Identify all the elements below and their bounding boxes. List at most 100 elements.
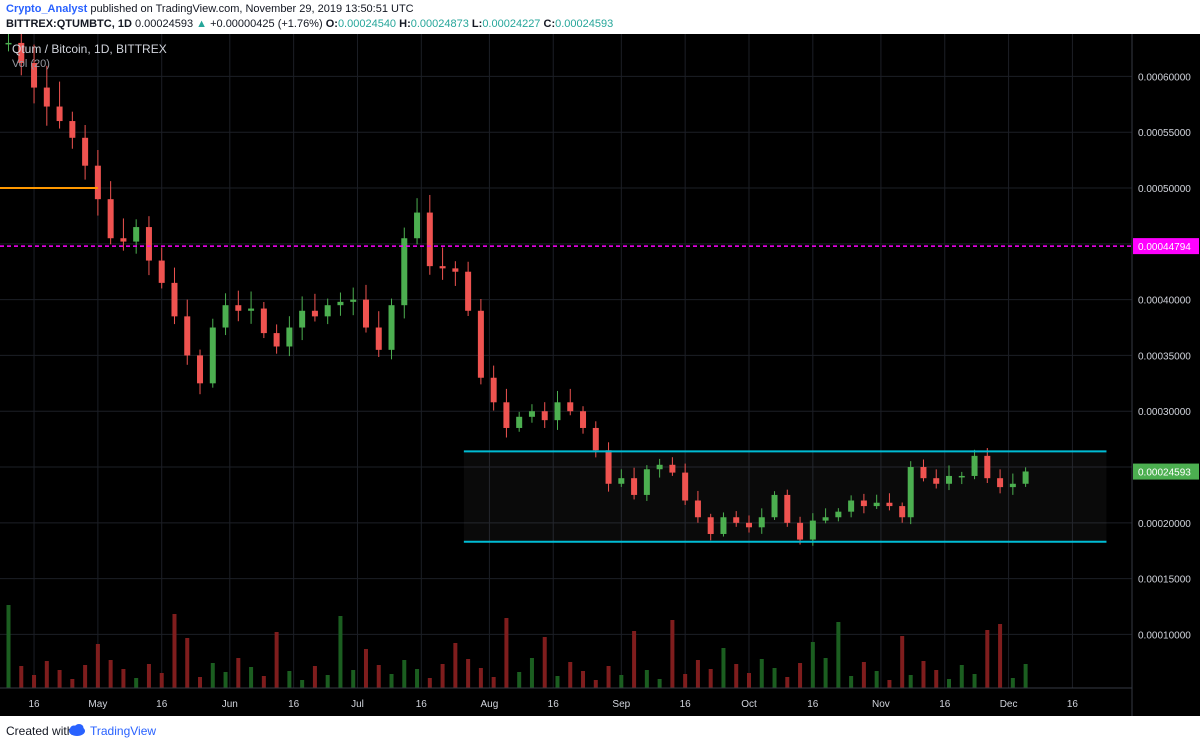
time-tick-label: Oct: [741, 699, 757, 710]
price-tick-label: 0.00060000: [1138, 72, 1191, 83]
candle-body: [31, 63, 38, 88]
volume-bar: [376, 665, 381, 688]
price-tick-label: 0.00050000: [1138, 184, 1191, 195]
open-value: 0.00024540: [337, 18, 397, 30]
time-tick-label: 16: [416, 699, 428, 710]
volume-bar: [798, 663, 803, 688]
volume-bar: [32, 675, 37, 688]
chart-background: [0, 34, 1200, 716]
candle-body: [541, 411, 548, 421]
candle-body: [209, 327, 216, 384]
candle-body: [324, 305, 331, 317]
volume-bar: [198, 677, 203, 688]
volume-bar: [606, 666, 611, 688]
candle-body: [694, 500, 701, 518]
volume-indicator-label[interactable]: Vol (20): [12, 58, 50, 70]
candle-body: [503, 402, 510, 428]
candle-body: [984, 455, 991, 479]
volume-bar: [287, 671, 292, 688]
author-link[interactable]: Crypto_Analyst: [6, 3, 88, 15]
volume-bar: [312, 666, 317, 688]
time-tick-label: 16: [1067, 699, 1079, 710]
candle-body: [656, 464, 663, 470]
candle-body: [848, 500, 855, 512]
volume-bar: [159, 673, 164, 688]
volume-bar: [959, 665, 964, 688]
volume-bar: [593, 680, 598, 688]
time-tick-label: Jul: [351, 699, 364, 710]
volume-bar: [1023, 664, 1028, 688]
time-tick-label: May: [88, 699, 107, 710]
volume-bar: [466, 659, 471, 688]
price-tick-label: 0.00020000: [1138, 519, 1191, 530]
candle-body: [133, 227, 140, 242]
low-label: L:: [471, 18, 483, 30]
volume-bar: [619, 675, 624, 688]
volume-bar: [581, 671, 586, 688]
price-tick-label: 0.00035000: [1138, 351, 1191, 362]
candle-body: [426, 212, 433, 267]
volume-bar: [836, 622, 841, 688]
volume-bar: [478, 668, 483, 688]
candle-body: [69, 121, 76, 138]
candle-body: [260, 308, 267, 334]
candle-body: [184, 316, 191, 356]
volume-bar: [83, 665, 88, 688]
volume-bar: [261, 676, 266, 688]
candle-body: [605, 450, 612, 484]
chart-area[interactable]: 0.000600000.000550000.000500000.00045000…: [0, 34, 1200, 716]
candle-body: [580, 411, 587, 428]
time-tick-label: 16: [548, 699, 560, 710]
volume-bar: [972, 674, 977, 688]
volume-bar: [402, 660, 407, 688]
tradingview-brand-link[interactable]: TradingView: [90, 724, 157, 738]
volume-bar: [785, 677, 790, 688]
price-tick-label: 0.00055000: [1138, 128, 1191, 139]
volume-bar: [555, 676, 560, 688]
candle-body: [720, 517, 727, 534]
volume-bar: [415, 669, 420, 688]
candle-body: [771, 494, 778, 518]
volume-bar: [249, 667, 254, 688]
candle-body: [337, 301, 344, 306]
created-with-text: Created with: [6, 724, 74, 738]
candle-body: [733, 517, 740, 523]
candle-body: [235, 305, 242, 311]
volume-bar: [746, 673, 751, 688]
candle-body: [273, 333, 280, 347]
candle-body: [248, 308, 255, 311]
candle-body: [94, 165, 101, 200]
candle-body: [1009, 483, 1016, 488]
candle-body: [5, 42, 12, 45]
volume-bar: [708, 669, 713, 688]
volume-bar: [861, 662, 866, 688]
candle-body: [873, 502, 880, 507]
volume-bar: [908, 675, 913, 688]
candle-body: [158, 260, 165, 283]
price-tick-label: 0.00010000: [1138, 630, 1191, 641]
candle-body: [490, 377, 497, 403]
volume-bar: [134, 678, 139, 688]
candle-body: [592, 427, 599, 451]
volume-bar: [19, 666, 24, 688]
candle-body: [311, 310, 318, 317]
level-price-badge: [1133, 238, 1199, 255]
last-price-badge: [1133, 463, 1199, 480]
volume-bar: [440, 664, 445, 688]
candle-body: [682, 472, 689, 501]
candlestick-chart[interactable]: 0.000600000.000550000.000500000.00045000…: [0, 34, 1200, 716]
tradingview-logo-icon[interactable]: [68, 723, 86, 737]
volume-bar: [236, 658, 241, 688]
chart-header: Crypto_Analyst published on TradingView.…: [0, 0, 1200, 34]
level-price-label: 0.00044794: [1138, 242, 1191, 253]
volume-bar: [517, 672, 522, 688]
candle-body: [797, 522, 804, 540]
candle-body: [1022, 471, 1029, 484]
volume-bar: [823, 658, 828, 688]
volume-bar: [351, 670, 356, 688]
volume-bar: [1010, 678, 1015, 688]
volume-bar: [44, 661, 49, 688]
candle-body: [899, 506, 906, 518]
time-tick-label: Nov: [872, 699, 890, 710]
volume-bar: [998, 624, 1003, 688]
